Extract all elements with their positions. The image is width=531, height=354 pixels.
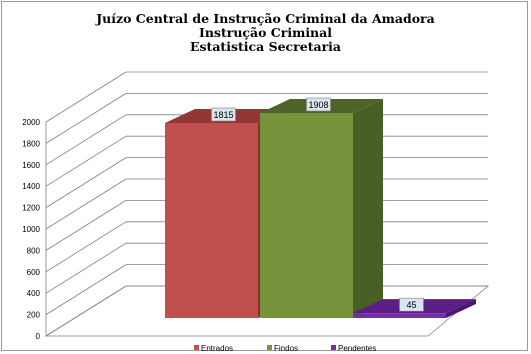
side-gridline bbox=[45, 178, 127, 230]
y-tick-label: 400 bbox=[27, 289, 41, 298]
chart-title-line-1: Juízo Central de Instrução Criminal da A… bbox=[96, 11, 435, 26]
side-gridline bbox=[45, 242, 127, 294]
data-label-box-entrados bbox=[211, 107, 236, 122]
y-tick-label: 1600 bbox=[22, 161, 40, 170]
data-label-findos: 1908 bbox=[308, 100, 328, 110]
side-gridline bbox=[45, 135, 127, 187]
side-gridline bbox=[45, 264, 127, 315]
bar-pendentes bbox=[353, 313, 446, 318]
legend-label-findos: Findos bbox=[274, 344, 298, 353]
legend: Entrados Findos Pendentes bbox=[194, 344, 376, 353]
bar-findos bbox=[260, 113, 353, 318]
legend-label-entrados: Entrados bbox=[201, 344, 233, 353]
y-axis-ticks: 0 200 400 600 800 1000 1200 1400 1600 1800 2000 bbox=[22, 118, 40, 341]
chart-title-line-2: Instrução Criminal bbox=[198, 25, 332, 40]
bar-side-findos bbox=[353, 99, 383, 318]
y-tick-label: 1000 bbox=[22, 225, 40, 234]
side-gridline bbox=[45, 200, 127, 251]
side-gridline bbox=[45, 221, 127, 273]
y-tick-label: 1800 bbox=[22, 139, 40, 148]
side-gridline bbox=[45, 114, 127, 166]
bar-side-pendentes bbox=[446, 299, 476, 318]
data-labels: 1815 1908 45 bbox=[211, 97, 424, 312]
bars bbox=[165, 99, 476, 318]
y-tick-label: 200 bbox=[27, 311, 41, 320]
chart-title: Juízo Central de Instrução Criminal da A… bbox=[0, 12, 531, 54]
data-label-entrados: 1815 bbox=[213, 110, 233, 120]
y-tick-label: 600 bbox=[27, 268, 41, 277]
y-tick-label: 1400 bbox=[22, 182, 40, 191]
legend-swatch-pendentes bbox=[331, 345, 336, 350]
y-tick-label: 1200 bbox=[22, 204, 40, 213]
y-tick-label: 800 bbox=[27, 246, 41, 255]
chart-title-line-3: Estatistica Secretaria bbox=[189, 39, 342, 54]
floor bbox=[44, 285, 490, 337]
side-gridline bbox=[45, 93, 127, 144]
data-label-box-pendentes bbox=[399, 297, 424, 312]
legend-swatch-entrados bbox=[194, 345, 199, 350]
legend-label-pendentes: Pendentes bbox=[338, 344, 376, 353]
data-label-box-findos bbox=[306, 97, 331, 112]
bar-entrados bbox=[165, 123, 258, 318]
side-gridline bbox=[45, 71, 127, 123]
y-tick-label: 2000 bbox=[22, 118, 40, 127]
data-label-pendentes: 45 bbox=[406, 300, 416, 310]
y-tick-label: 0 bbox=[36, 332, 41, 341]
side-gridline bbox=[45, 157, 127, 208]
legend-swatch-findos bbox=[267, 345, 272, 350]
